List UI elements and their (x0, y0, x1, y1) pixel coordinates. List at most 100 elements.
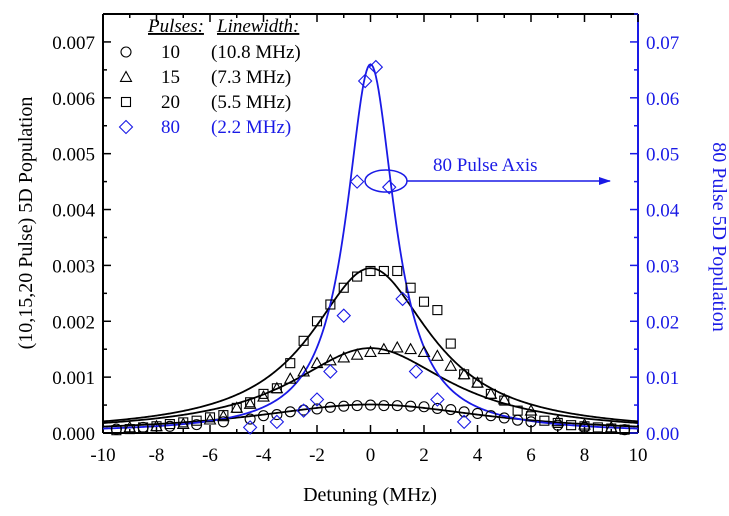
data-points (110, 59, 631, 436)
data-point-20-pulses (525, 411, 537, 422)
data-point-20-pulses (218, 410, 229, 421)
data-point-15-pulses (283, 372, 297, 384)
data-point-20-pulses (311, 316, 323, 327)
data-point-20-pulses (472, 377, 483, 388)
x-tick-label: 8 (580, 445, 590, 466)
data-point-15-pulses (404, 342, 418, 355)
data-point-10-pulses (351, 400, 363, 412)
y-left-tick-label: 0.007 (52, 33, 95, 54)
annotation-80-pulse-axis: 80 Pulse Axis (364, 155, 611, 193)
x-tick-label: 2 (419, 445, 429, 466)
data-point-10-pulses (391, 400, 403, 412)
data-point-10-pulses (418, 401, 430, 413)
data-point-20-pulses (151, 421, 162, 432)
y-left-tick-label: 0.002 (52, 312, 95, 333)
data-point-15-pulses (497, 392, 511, 405)
data-point-10-pulses (485, 410, 497, 422)
data-point-15-pulses (430, 349, 444, 361)
y-right-tick-label: 0.06 (646, 89, 679, 110)
x-tick-label: 0 (366, 445, 376, 466)
data-point-20-pulses (459, 369, 470, 380)
data-point-10-pulses (471, 407, 484, 419)
data-point-80-pulses (309, 392, 325, 407)
data-point-80-pulses (395, 291, 410, 307)
x-tick-label: 10 (629, 445, 648, 466)
data-point-15-pulses (350, 348, 364, 360)
data-point-10-pulses (271, 409, 283, 421)
x-tick-label: -2 (309, 445, 325, 466)
data-point-10-pulses (364, 399, 377, 411)
data-point-20-pulses (164, 419, 175, 430)
legend-marker-80 (118, 119, 134, 135)
data-point-15-pulses (364, 345, 377, 357)
data-point-20-pulses (552, 417, 563, 428)
data-point-80-pulses (296, 403, 311, 418)
legend-linewidth-80: (2.2 MHz) (211, 117, 291, 138)
y-left-tick-label: 0.005 (52, 145, 95, 166)
y-right-tick-label: 0.02 (646, 312, 679, 333)
legend-pulses-15: 15 (161, 67, 180, 88)
legend-marker-15 (119, 70, 133, 82)
data-point-80-pulses (430, 392, 445, 407)
data-point-20-pulses (445, 338, 456, 349)
y-left-tick-label: 0.006 (52, 89, 95, 110)
legend-marker-10 (120, 46, 132, 58)
legend: Pulses: Linewidth: 10 (10.8 MHz) 15 (7.3 MH… (118, 16, 301, 138)
data-point-20-pulses (231, 402, 242, 413)
data-point-15-pulses (310, 356, 324, 369)
axis-ticks (102, 13, 639, 434)
data-point-15-pulses (337, 350, 351, 363)
data-point-20-pulses (338, 282, 349, 293)
data-point-80-pulses (349, 174, 365, 189)
annotation-text: 80 Pulse Axis (433, 155, 538, 176)
data-point-20-pulses (138, 422, 149, 433)
data-point-15-pulses (377, 342, 391, 355)
data-point-20-pulses (111, 425, 122, 436)
legend-pulses-80: 80 (161, 117, 180, 138)
legend-pulses-10: 10 (161, 42, 180, 63)
legend-linewidth-20: (5.5 MHz) (211, 92, 291, 113)
data-point-20-pulses (566, 420, 577, 431)
data-point-15-pulses (578, 417, 591, 430)
data-point-20-pulses (258, 388, 269, 399)
data-point-20-pulses (204, 412, 216, 423)
data-point-10-pulses (338, 400, 350, 412)
data-point-20-pulses (485, 388, 496, 399)
data-point-80-pulses (381, 179, 397, 195)
data-point-80-pulses (242, 420, 258, 435)
fit-curve-20-pulses (102, 267, 639, 423)
data-point-10-pulses (217, 416, 229, 428)
data-point-20-pulses (512, 405, 523, 416)
data-point-80-pulses (408, 364, 424, 379)
data-point-10-pulses (311, 403, 323, 415)
y-left-tick-label: 0.004 (52, 201, 95, 222)
data-point-15-pulses (203, 412, 217, 425)
data-point-80-pulses (357, 73, 373, 89)
data-point-15-pulses (297, 364, 311, 377)
x-tick-label: 4 (473, 445, 483, 466)
data-point-20-pulses (606, 423, 617, 434)
data-point-20-pulses (405, 282, 416, 293)
data-point-20-pulses (271, 383, 282, 394)
data-point-20-pulses (418, 296, 430, 307)
legend-linewidth-15: (7.3 MHz) (211, 67, 291, 88)
data-point-10-pulses (244, 413, 256, 425)
data-point-20-pulses (592, 422, 603, 433)
data-point-80-pulses (368, 59, 384, 75)
x-tick-label: -4 (256, 445, 272, 466)
x-axis-title: Detuning (MHz) (303, 484, 437, 506)
data-point-20-pulses (365, 265, 376, 277)
data-point-15-pulses (444, 359, 458, 371)
data-point-15-pulses (390, 340, 404, 353)
data-point-15-pulses (524, 404, 538, 416)
data-point-10-pulses (378, 400, 390, 412)
legend-pulses-20: 20 (161, 92, 180, 113)
x-tick-label: 6 (526, 445, 536, 466)
data-point-80-pulses (269, 414, 285, 430)
data-point-15-pulses (176, 417, 190, 430)
legend-linewidth-10: (10.8 MHz) (211, 42, 301, 63)
data-point-15-pulses (123, 420, 137, 433)
data-point-10-pulses (458, 406, 470, 418)
data-point-20-pulses (325, 299, 336, 310)
data-point-20-pulses (539, 415, 550, 426)
